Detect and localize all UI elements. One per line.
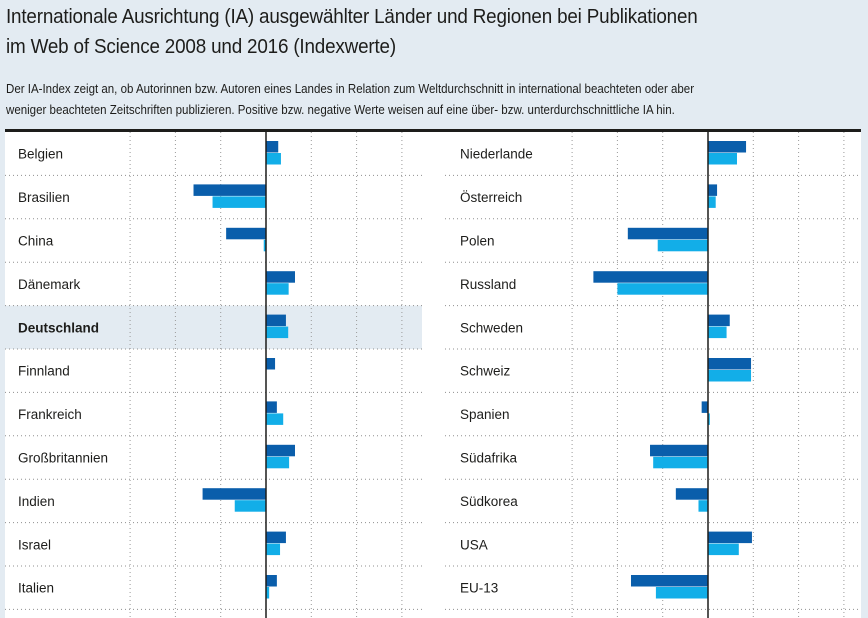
bar-2008-usa [708, 531, 752, 544]
bar-2016-usa [708, 543, 739, 556]
bar-2008-deutschland [266, 314, 286, 327]
bar-2008-china [226, 227, 266, 240]
bar-2016-indien [234, 500, 266, 512]
category-label: Niederlande [460, 147, 533, 162]
bar-2008-spanien [701, 401, 708, 413]
bar-2008-großbritannien [266, 444, 295, 457]
category-label: Dänemark [18, 277, 81, 292]
bar-2016-südafrika [653, 456, 708, 469]
category-label: USA [460, 537, 488, 552]
category-label: Indien [18, 494, 55, 509]
category-label: Schweiz [460, 364, 511, 379]
category-label: Russland [460, 277, 516, 292]
bar-2016-schweiz [708, 370, 752, 382]
bar-2008-österreich [708, 184, 718, 196]
bar-2016-schweden [708, 326, 727, 339]
description-line-1: Der IA-Index zeigt an, ob Autorinnen bzw… [6, 81, 695, 96]
category-label: Deutschland [18, 320, 99, 335]
bar-2008-schweiz [708, 358, 752, 370]
bar-2008-brasilien [193, 184, 266, 196]
bar-2016-polen [657, 239, 708, 252]
highlight-row [5, 305, 422, 349]
bar-2016-deutschland [266, 326, 289, 339]
category-label: Schweden [460, 320, 523, 335]
category-label: Brasilien [18, 190, 70, 205]
bar-2016-niederlande [708, 153, 737, 165]
bar-2008-dänemark [266, 271, 295, 283]
top-rule [5, 129, 861, 132]
bar-2016-frankreich [266, 413, 284, 425]
category-label: Südafrika [460, 451, 518, 466]
bar-2008-niederlande [708, 141, 747, 153]
category-label: Frankreich [18, 407, 82, 422]
bar-2016-dänemark [266, 283, 289, 295]
bar-2016-israel [266, 543, 281, 556]
bar-2008-schweden [708, 314, 730, 327]
category-label: Österreich [460, 190, 522, 205]
description-line-2: weniger beachteten Zeitschriften publizi… [6, 102, 675, 117]
bar-2008-eu-13 [630, 575, 708, 587]
bar-2016-russland [617, 283, 708, 295]
bar-2008-südafrika [650, 444, 708, 457]
category-label: Israel [18, 537, 51, 552]
bar-2008-belgien [266, 141, 279, 153]
bar-2008-polen [627, 227, 708, 240]
bar-2008-frankreich [266, 401, 277, 413]
bar-2016-belgien [266, 153, 281, 165]
category-label: Polen [460, 234, 495, 249]
bar-2008-russland [593, 271, 708, 283]
category-label: Belgien [18, 147, 63, 162]
bar-2016-spanien [708, 413, 710, 425]
title-line-2: im Web of Science 2008 und 2016 (Indexwe… [6, 35, 396, 58]
category-label: Südkorea [460, 494, 518, 509]
bar-2008-indien [202, 488, 266, 500]
category-label: Großbritannien [18, 451, 108, 466]
category-label: EU-13 [460, 581, 498, 596]
bar-2016-großbritannien [266, 456, 290, 469]
title-line-1: Internationale Ausrichtung (IA) ausgewäh… [6, 5, 698, 28]
bar-2008-italien [266, 575, 277, 587]
bar-2008-südkorea [675, 488, 708, 500]
bar-2016-österreich [708, 196, 716, 208]
category-label: Spanien [460, 407, 510, 422]
bar-2008-finnland [266, 358, 276, 370]
bar-2016-italien [266, 587, 270, 599]
category-label: China [18, 234, 54, 249]
bar-2016-china [263, 239, 266, 252]
chart-title: Internationale Ausrichtung (IA) ausgewäh… [6, 2, 856, 62]
bar-2016-eu-13 [655, 587, 708, 599]
chart-description: Der IA-Index zeigt an, ob Autorinnen bzw… [6, 78, 852, 120]
category-label: Finnland [18, 364, 70, 379]
bar-2008-israel [266, 531, 286, 544]
category-label: Italien [18, 581, 54, 596]
bar-2016-brasilien [212, 196, 266, 208]
bar-2016-südkorea [698, 500, 708, 512]
